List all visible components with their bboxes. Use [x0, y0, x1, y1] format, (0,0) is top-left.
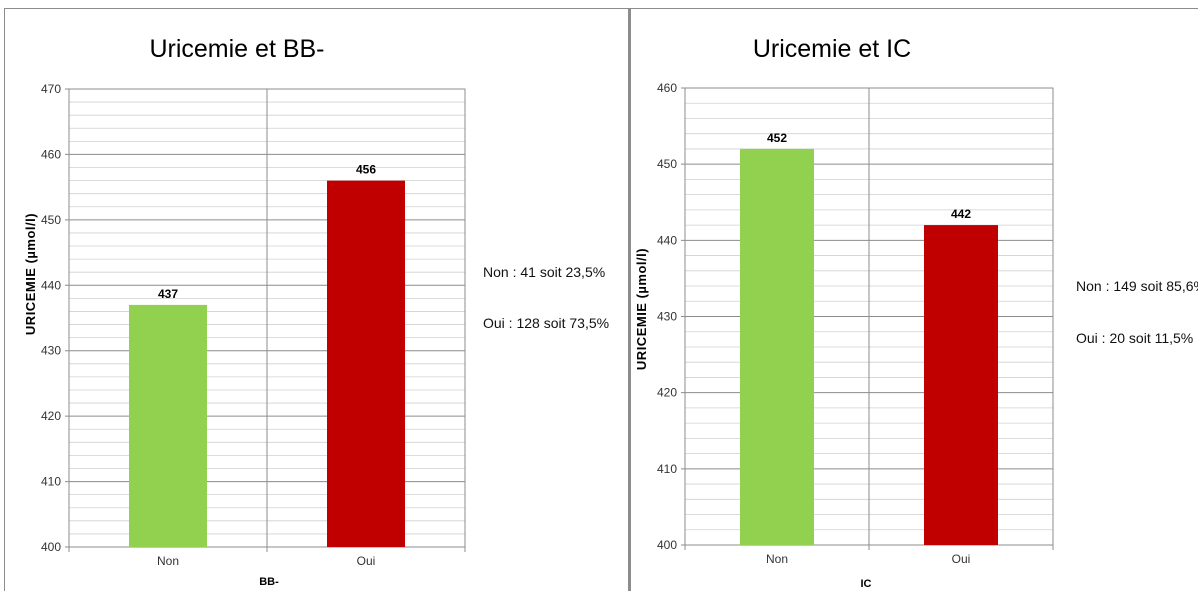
label-layer: 400 410 420 430 440 450 460 452 Non 442 Oui	[657, 81, 971, 566]
label-layer: 400 410 420 430 440 450 460 470 437 Non 456 Oui	[41, 82, 376, 568]
note-non: Non : 41 soit 23,5%	[483, 264, 606, 280]
y-tick-label: 440	[41, 278, 61, 292]
chart-panel-bb: Uricemie et BB- 400 410 420 430 440 450 460 470…	[4, 8, 628, 591]
bar-non	[740, 148, 814, 545]
note-oui: Oui : 128 soit 73,5%	[483, 315, 610, 331]
y-tick-label: 410	[41, 475, 61, 489]
y-tick-label: 400	[41, 540, 61, 554]
bar-layer	[740, 148, 998, 545]
note-non: Non : 149 soit 85,6%	[1076, 278, 1198, 294]
y-tick-label: 470	[41, 82, 61, 96]
note-oui: Oui : 20 soit 11,5%	[1076, 330, 1194, 346]
x-tick-label: Oui	[952, 552, 971, 566]
y-tick-label: 430	[41, 344, 61, 358]
x-tick-label: Non	[157, 554, 179, 568]
y-tick-label: 410	[657, 462, 677, 476]
data-label: 442	[951, 207, 971, 221]
data-label: 452	[767, 131, 787, 145]
x-tick-label: Oui	[357, 554, 376, 568]
x-tick-label: Non	[766, 552, 788, 566]
y-tick-label: 420	[41, 409, 61, 423]
bar-layer	[129, 180, 405, 547]
y-tick-label: 450	[41, 213, 61, 227]
y-tick-label: 460	[41, 147, 61, 161]
data-label: 456	[356, 163, 376, 177]
chart-svg-bb: Uricemie et BB- 400 410 420 430 440 450 460 470…	[23, 35, 466, 588]
y-tick-label: 450	[657, 157, 677, 171]
x-axis-label: BB-	[259, 576, 279, 588]
bar-non	[129, 304, 207, 547]
bar-oui	[327, 180, 405, 547]
y-tick-label: 400	[657, 538, 677, 552]
y-axis-label: URICEMIE (µmol/l)	[23, 213, 38, 335]
y-tick-label: 430	[657, 310, 677, 324]
x-axis-label: IC	[861, 578, 872, 590]
chart-svg-ic: Uricemie et IC 400 410 420 430 440 450 460 452 N…	[634, 35, 1054, 590]
y-tick-label: 460	[657, 81, 677, 95]
bar-oui	[924, 225, 998, 545]
y-axis-label: URICEMIE (µmol/l)	[634, 248, 649, 370]
chart-panel-ic: Uricemie et IC 400 410 420 430 440 450 460 452 N…	[628, 8, 1198, 591]
data-label: 437	[158, 287, 178, 301]
chart-title: Uricemie et IC	[753, 35, 911, 63]
y-tick-label: 440	[657, 233, 677, 247]
chart-title: Uricemie et BB-	[149, 35, 324, 63]
y-tick-label: 420	[657, 386, 677, 400]
